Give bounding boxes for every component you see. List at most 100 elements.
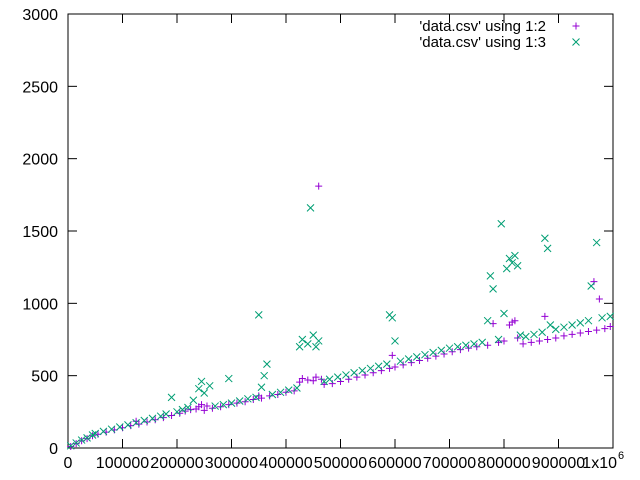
data-point-cross [584,316,593,325]
data-point-cross [162,410,170,418]
data-point-cross [350,368,358,377]
data-point-cross [587,282,596,290]
x-tick-label: 200000 [150,455,203,472]
data-point-cross [592,238,601,247]
data-point-plus [416,356,424,364]
y-tick-label: 2000 [22,152,58,169]
x-tick-label: 0 [64,455,73,472]
data-marks [66,182,615,451]
data-point-plus [601,325,609,333]
data-point-plus [309,377,317,385]
data-point-plus [560,332,568,340]
data-point-cross [546,321,555,329]
data-point-cross [293,384,301,392]
data-point-plus [391,363,399,371]
data-point-plus [527,338,535,346]
data-point-plus [181,407,189,415]
legend-marker-plus [572,22,580,30]
data-point-plus [353,373,361,381]
data-point-plus [200,406,208,414]
data-point-cross [254,311,263,319]
data-point-cross [538,328,547,337]
data-point-cross [437,346,446,355]
data-point-cross [77,436,86,444]
data-point-cross [551,325,560,334]
data-point-plus [576,329,584,337]
data-point-cross [284,386,293,394]
y-tick-label: 0 [49,441,58,458]
data-point-cross [366,364,375,373]
data-point-cross [235,397,244,405]
data-point-plus [386,364,394,372]
data-point-cross [219,400,228,409]
data-point-cross [576,319,585,327]
data-point-plus [500,337,508,345]
data-point-cross [396,357,405,366]
data-point-cross [224,374,233,383]
data-point-cross [508,258,517,267]
data-point-plus [315,182,323,190]
data-point-plus [590,278,598,286]
y-tick-label: 3000 [22,7,58,24]
data-point-cross [211,402,220,410]
data-point-cross [391,337,399,345]
data-point-cross [140,416,149,425]
data-point-plus [535,337,543,345]
data-point-cross [243,394,252,403]
data-point-cross [333,373,342,381]
data-point-cross [167,393,176,402]
data-point-cross [314,337,323,345]
data-point-cross [461,341,470,350]
data-point-plus [606,322,614,330]
data-point-cross [598,313,606,322]
data-point-cross [72,439,81,447]
x-tick-label: 1x10 [582,455,617,472]
data-point-cross [486,271,495,280]
x-tick-label-exponent: 6 [618,450,624,462]
data-point-cross [497,219,506,228]
data-point-cross [276,388,285,397]
data-point-plus [345,375,353,383]
data-point-cross [541,234,549,243]
data-point-cross [107,425,116,434]
data-point-plus [407,359,415,367]
data-point-plus [511,317,519,325]
data-point-plus [312,373,320,381]
data-point-cross [489,285,497,293]
data-point-cross [257,383,266,392]
data-point-cross [511,251,519,260]
data-point-plus [369,369,377,377]
legend-label-2: 'data.csv' using 1:3 [419,34,546,51]
data-point-cross [252,393,260,402]
data-point-plus [541,312,549,320]
data-point-cross [543,244,552,253]
data-point-cross [483,316,492,325]
y-tick-label: 1500 [22,224,58,241]
data-point-cross [298,335,307,344]
data-point-cross [263,360,271,368]
data-point-plus [519,340,527,348]
data-point-plus [198,401,206,409]
data-point-plus [296,378,304,386]
data-point-cross [445,344,454,353]
data-point-cross [99,427,108,436]
data-point-cross [404,355,413,363]
data-point-plus [424,354,432,362]
data-point-cross [421,350,429,359]
data-point-cross [132,418,140,427]
data-point-cross [358,366,367,375]
data-point-plus [337,377,344,385]
data-point-plus [361,371,369,379]
axes: 0 500 1000 1500 2000 2500 3000 0 100000 200000 300… [22,7,624,472]
data-point-cross [83,434,91,442]
x-tick-label: 500000 [314,455,367,472]
y-tick-label: 2500 [22,79,58,96]
x-tick-label: 400000 [259,455,312,472]
data-point-cross [388,313,397,322]
data-point-cross [205,381,214,390]
data-point-cross [530,330,538,339]
data-point-cross [268,390,277,399]
x-tick-label: 300000 [205,455,258,472]
data-point-cross [194,384,203,393]
data-point-plus [266,392,274,400]
